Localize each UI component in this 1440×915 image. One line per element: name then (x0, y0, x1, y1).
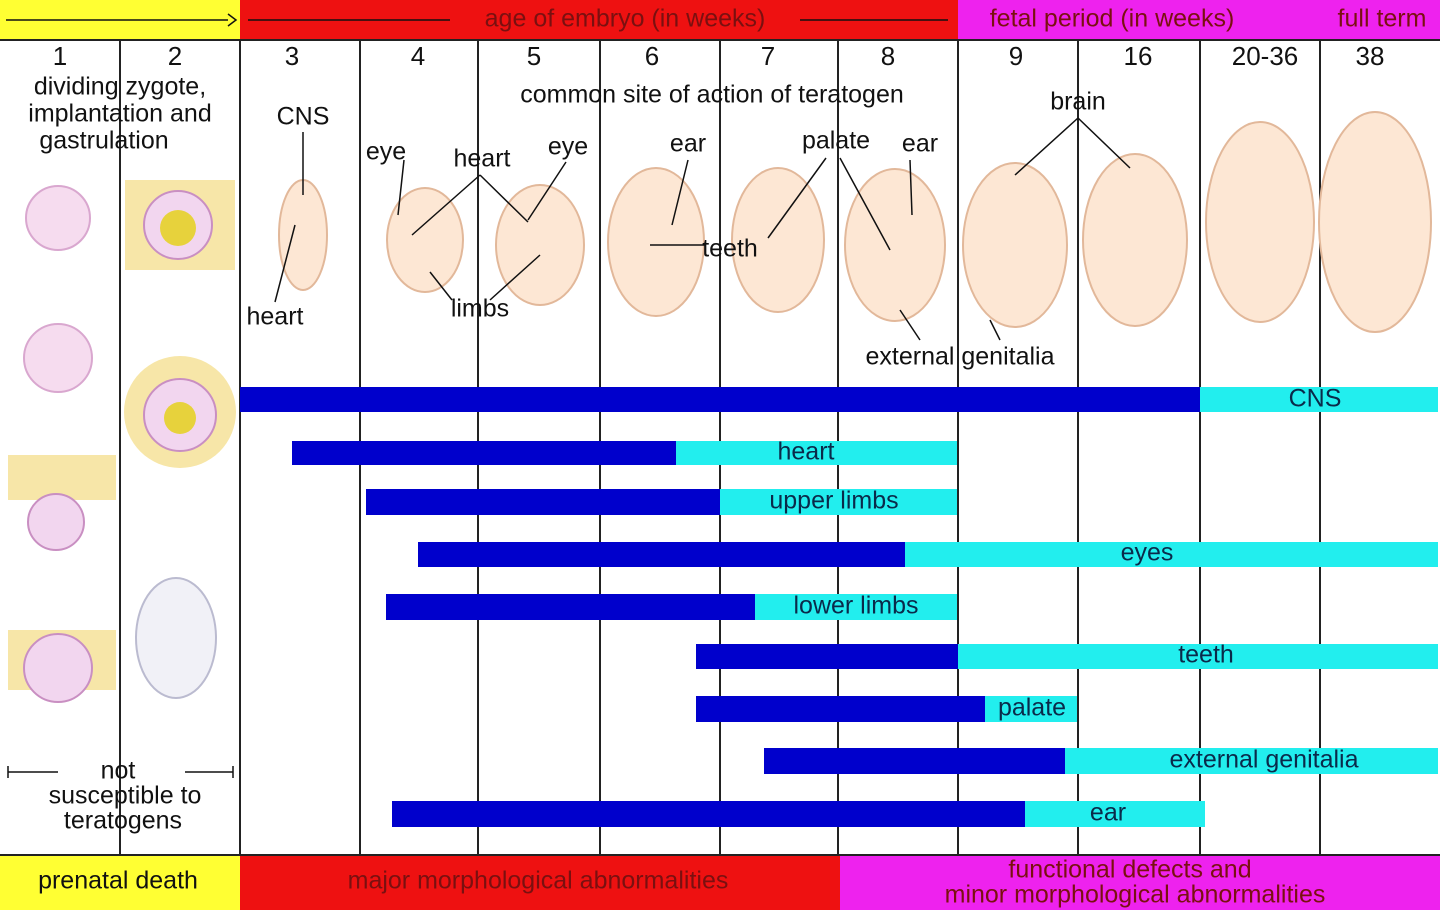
illustrations (8, 111, 1432, 703)
annotation: external genitalia (865, 343, 1054, 371)
bar-label: lower limbs (793, 592, 918, 620)
week: 4 (411, 41, 425, 71)
bar-label: CNS (1289, 385, 1342, 413)
annotation: common site of action of teratogen (520, 81, 904, 109)
week: 8 (881, 41, 895, 71)
footer-right: functional defects and (1008, 856, 1251, 884)
annotation: heart (454, 145, 511, 173)
bar-label: teeth (1178, 641, 1234, 669)
bar-label: upper limbs (769, 487, 898, 515)
week: 6 (645, 41, 659, 71)
footer-middle: major morphological abnormalities (348, 867, 729, 895)
week: 16 (1124, 41, 1153, 71)
week: 9 (1009, 41, 1023, 71)
header-embryo: age of embryo (in weeks) (485, 5, 766, 33)
bar-label: eyes (1121, 539, 1174, 567)
note-line: not (101, 757, 136, 785)
week-labels: 1 2 3 4 5 6 7 8 9 16 20-36 38 (53, 41, 1385, 71)
sensitivity-bars: CNS heart upper limbs eyes lower limbs t… (240, 385, 1438, 827)
annotation: CNS (277, 103, 330, 131)
week: 5 (527, 41, 541, 71)
intro-line: dividing zygote, (34, 73, 206, 101)
note-line: susceptible to (49, 782, 202, 810)
footer-left: prenatal death (38, 867, 198, 895)
annotation: teeth (702, 235, 758, 263)
not-susceptible: not susceptible to teratogens (7, 757, 234, 835)
week: 38 (1356, 41, 1385, 71)
header-full-term: full term (1338, 5, 1427, 33)
annotation: brain (1050, 88, 1106, 116)
week: 7 (761, 41, 775, 71)
annotations: common site of action of teratogen CNS h… (247, 81, 1106, 371)
annotation: palate (802, 127, 870, 155)
annotation: eye (548, 133, 588, 161)
week: 3 (285, 41, 299, 71)
annotation: eye (366, 138, 406, 166)
bar-label: heart (778, 438, 835, 466)
week: 1 (53, 41, 67, 71)
note-line: teratogens (64, 807, 182, 835)
intro-text: dividing zygote, implantation and gastru… (28, 73, 211, 155)
intro-line: implantation and (28, 100, 211, 128)
footer-band: prenatal death major morphological abnor… (0, 856, 1440, 910)
annotation: limbs (451, 295, 509, 323)
header-band: age of embryo (in weeks) fetal period (i… (0, 0, 1440, 40)
bar-label: palate (998, 694, 1066, 722)
bar-label: ear (1090, 799, 1126, 827)
week: 2 (168, 41, 182, 71)
week: 20-36 (1232, 41, 1299, 71)
annotation: ear (670, 130, 706, 158)
annotation: heart (247, 303, 304, 331)
annotation: ear (902, 130, 938, 158)
footer-right: minor morphological abnormalities (945, 881, 1326, 909)
intro-line: gastrulation (39, 127, 168, 155)
bar-label: external genitalia (1169, 746, 1358, 774)
header-fetal: fetal period (in weeks) (990, 5, 1235, 33)
